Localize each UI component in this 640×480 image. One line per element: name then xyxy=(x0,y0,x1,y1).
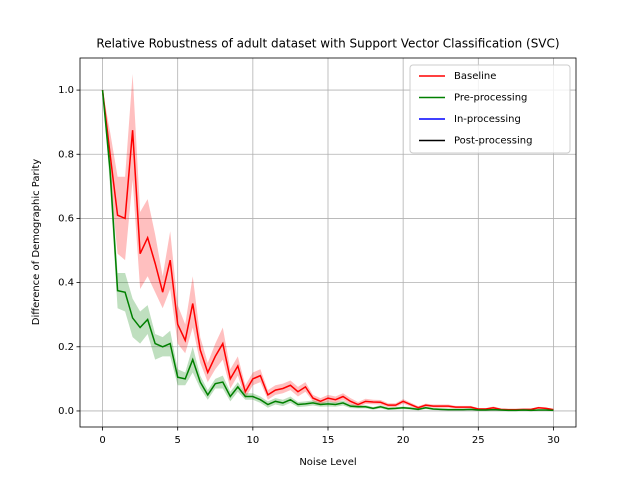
chart-title: Relative Robustness of adult dataset wit… xyxy=(96,37,559,51)
legend-box xyxy=(409,64,571,154)
x-tick-label: 10 xyxy=(246,435,259,446)
x-tick-label: 0 xyxy=(99,435,105,446)
y-axis-label: Difference of Demographic Parity xyxy=(31,159,42,326)
legend-label: Baseline xyxy=(454,71,496,82)
y-tick-label: 0.8 xyxy=(58,149,74,160)
legend-label: Post-processing xyxy=(454,136,532,147)
y-tick-label: 0.6 xyxy=(58,213,74,224)
x-tick-label: 20 xyxy=(397,435,410,446)
x-tick-label: 25 xyxy=(472,435,485,446)
y-tick-label: 0.0 xyxy=(58,406,74,417)
legend: Baseline Pre-processing In-processing Post-… xyxy=(409,64,571,154)
x-tick-label: 15 xyxy=(322,435,335,446)
plot-frame xyxy=(79,57,577,428)
y-tick-label: 0.2 xyxy=(58,342,74,353)
data-line xyxy=(101,90,554,412)
x-tick-label: 5 xyxy=(175,435,181,446)
y-tick-label: 0.4 xyxy=(58,278,74,289)
data-line xyxy=(101,89,554,411)
x-axis-label: Noise Level xyxy=(299,457,356,468)
legend-label: In-processing xyxy=(454,114,521,125)
y-tick-label: 1.0 xyxy=(58,85,74,96)
legend-label: Pre-processing xyxy=(454,93,527,104)
x-tick-label: 30 xyxy=(547,435,560,446)
